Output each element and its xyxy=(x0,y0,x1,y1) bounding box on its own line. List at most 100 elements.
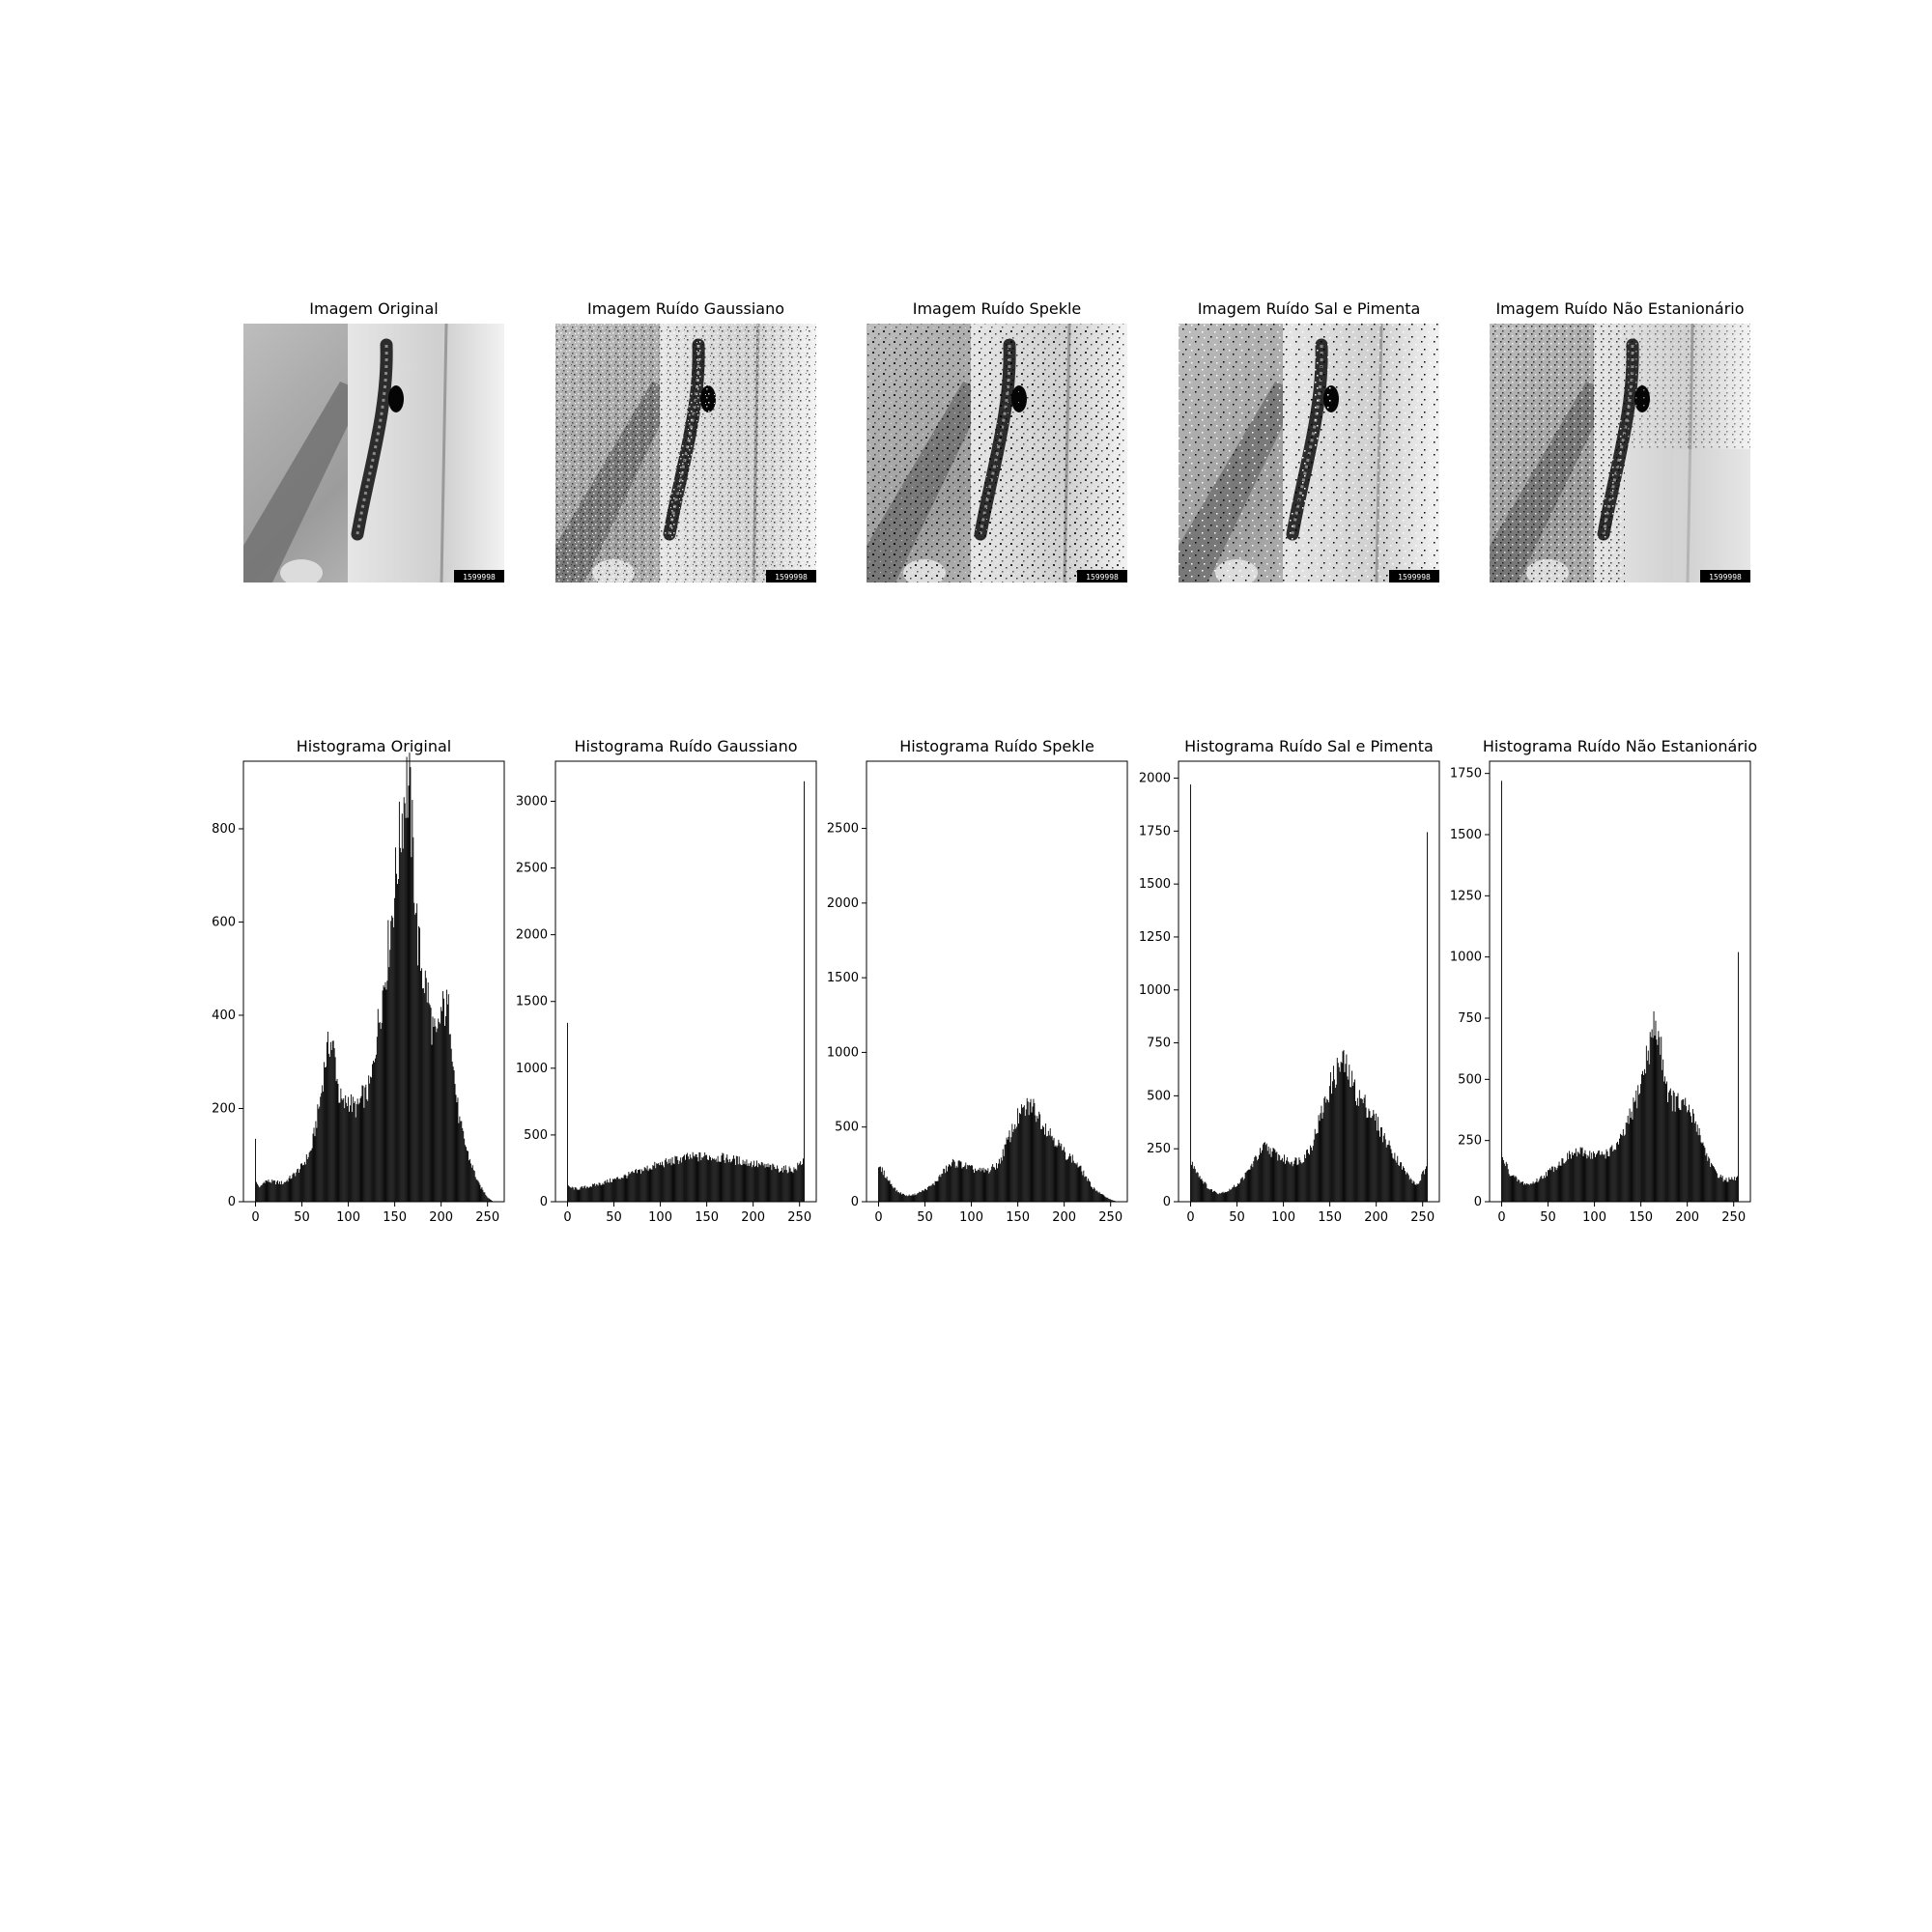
y-tick-label: 250 xyxy=(1458,1134,1482,1149)
histogram-bar xyxy=(956,1167,958,1202)
histogram-bar xyxy=(793,1167,795,1202)
histogram-bar xyxy=(1719,1177,1720,1202)
histogram-bar xyxy=(1614,1149,1616,1202)
histogram-bar xyxy=(1663,1081,1665,1202)
x-tick-label: 0 xyxy=(251,1210,259,1225)
histogram-bar xyxy=(296,1172,298,1202)
histogram-bar xyxy=(661,1165,662,1202)
histogram-bar xyxy=(434,1018,436,1202)
histogram-bar xyxy=(357,1104,359,1202)
histogram-bar xyxy=(751,1161,753,1202)
histogram-bar xyxy=(590,1186,591,1202)
histogram-bar xyxy=(1062,1150,1064,1202)
histogram-bar xyxy=(707,1159,709,1202)
histogram-bar xyxy=(775,1169,777,1202)
histogram-bar xyxy=(1243,1178,1245,1202)
histogram-bar xyxy=(1652,1037,1654,1202)
histogram-bar xyxy=(970,1165,972,1202)
x-tick-label: 50 xyxy=(1540,1210,1556,1225)
histogram-bar xyxy=(1371,1118,1373,1202)
image-panel-title: Imagem Ruído Gaussiano xyxy=(587,299,784,318)
histogram-bar xyxy=(1111,1200,1113,1202)
histogram-bar xyxy=(1413,1181,1415,1202)
histogram-bar xyxy=(1597,1151,1599,1202)
histogram-bar xyxy=(406,756,408,1202)
histogram-bar xyxy=(289,1175,291,1202)
histogram-bar xyxy=(1271,1151,1273,1202)
histogram-bar xyxy=(1259,1154,1261,1202)
histogram-bar xyxy=(450,1048,452,1202)
histogram-bar xyxy=(616,1177,618,1202)
histogram-bar xyxy=(1702,1142,1704,1202)
histogram-bar xyxy=(1376,1113,1378,1202)
noise-overlay xyxy=(867,324,1127,582)
histogram-bar xyxy=(1714,1167,1715,1202)
x-tick-label: 250 xyxy=(787,1210,811,1225)
histogram-bar xyxy=(892,1186,894,1202)
histogram-bar xyxy=(1088,1178,1090,1202)
histogram-bar xyxy=(999,1163,1001,1202)
histogram-bar xyxy=(1586,1158,1588,1202)
histogram-bar xyxy=(1657,1044,1659,1202)
histogram-bar xyxy=(409,753,411,1202)
histogram-bar xyxy=(438,1018,440,1202)
histogram-bar xyxy=(1589,1151,1591,1202)
histogram-bar xyxy=(957,1160,959,1202)
histogram-bar xyxy=(1281,1159,1283,1202)
histogram-bar xyxy=(755,1165,756,1202)
histogram-bar xyxy=(1662,1059,1664,1202)
histogram-bar xyxy=(1253,1160,1255,1202)
histogram-bar xyxy=(582,1187,584,1202)
histogram-title: Histograma Ruído Spekle xyxy=(899,737,1094,755)
histogram-bar xyxy=(329,1041,331,1202)
histogram-bar xyxy=(584,1185,586,1202)
histogram-bar xyxy=(1106,1197,1108,1202)
caterpillar-photo: 1599998 xyxy=(243,324,504,582)
histogram-bar xyxy=(728,1162,730,1202)
histogram-bar xyxy=(1043,1126,1044,1202)
histogram-bar xyxy=(1193,1166,1195,1202)
photo-tag-label: 1599998 xyxy=(775,573,808,582)
histogram-bar xyxy=(485,1194,487,1202)
histogram-bar xyxy=(1503,1163,1505,1202)
histogram-bar xyxy=(1375,1121,1377,1202)
histogram-bar xyxy=(314,1136,316,1202)
histogram-bar xyxy=(255,1181,257,1202)
histogram-bar xyxy=(1256,1156,1258,1202)
histogram-bar xyxy=(1683,1099,1685,1202)
histogram-bar xyxy=(1512,1175,1514,1202)
histogram-bar xyxy=(1272,1148,1274,1202)
histogram-bar xyxy=(772,1163,774,1202)
histogram-bar xyxy=(1389,1145,1391,1202)
histogram-bar xyxy=(699,1152,701,1202)
histogram-bar xyxy=(1382,1135,1384,1202)
histogram-bar xyxy=(1560,1165,1562,1202)
histogram-bar xyxy=(372,1064,373,1202)
histogram-bar xyxy=(1296,1165,1298,1202)
histogram-bar xyxy=(1321,1118,1323,1202)
histogram-bar xyxy=(662,1165,664,1202)
histogram-bar xyxy=(950,1165,951,1202)
histogram-bar xyxy=(358,1102,360,1202)
histogram-bar xyxy=(796,1170,798,1202)
histogram-bar xyxy=(726,1154,728,1202)
histogram-bar xyxy=(997,1163,999,1202)
histogram-bar xyxy=(465,1145,467,1202)
histogram-bar xyxy=(1630,1118,1632,1202)
histogram-bar xyxy=(327,1053,329,1202)
histogram-bar xyxy=(604,1180,606,1202)
histogram-bar xyxy=(1631,1111,1633,1202)
histogram-bar xyxy=(437,1028,439,1202)
histogram-bar xyxy=(893,1188,895,1202)
histogram-bar xyxy=(1564,1163,1566,1202)
histogram-bar xyxy=(782,1165,784,1202)
histogram-bar xyxy=(1323,1097,1325,1202)
histogram-bar xyxy=(1396,1162,1398,1202)
histogram-bar xyxy=(675,1156,677,1202)
histogram-bar xyxy=(1713,1165,1714,1202)
histogram-bar xyxy=(1102,1194,1104,1202)
histogram-bar xyxy=(961,1168,963,1202)
caterpillar-photo: 1599998 xyxy=(1179,324,1439,582)
histogram-bar xyxy=(349,1111,350,1202)
histogram-bar xyxy=(400,852,402,1202)
